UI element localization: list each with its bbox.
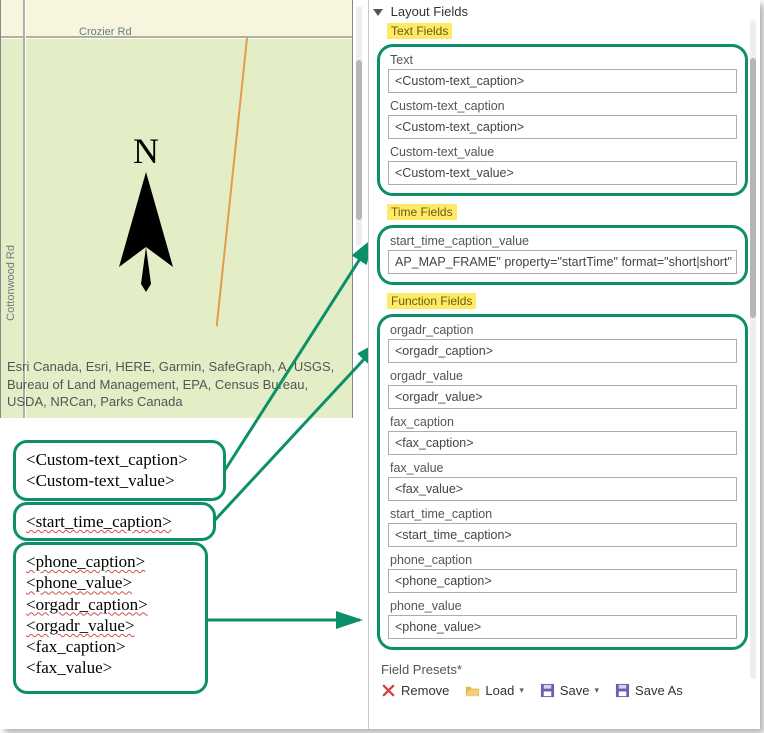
panel-section-header[interactable]: Layout Fields [369, 0, 758, 21]
field-input-start-time-caption[interactable]: <start_time_caption> [388, 523, 737, 547]
field-input-fax-caption[interactable]: <fax_caption> [388, 431, 737, 455]
field-input-orgadr-caption[interactable]: <orgadr_caption> [388, 339, 737, 363]
callout-line: <fax_caption> [26, 636, 195, 657]
section-label-time: Time Fields [387, 204, 457, 220]
save-as-button[interactable]: Save As [615, 683, 683, 698]
folder-open-icon [465, 683, 480, 698]
field-label: start_time_caption_value [388, 234, 737, 248]
field-label: start_time_caption [388, 507, 737, 521]
field-input-fax-value[interactable]: <fax_value> [388, 477, 737, 501]
save-icon [615, 683, 630, 698]
north-arrow-icon [111, 172, 181, 292]
section-label-function: Function Fields [387, 293, 476, 309]
callout-line: <start_time_caption> [26, 512, 172, 531]
field-input-start-time-caption-value[interactable]: AP_MAP_FRAME" property="startTime" forma… [388, 250, 737, 274]
save-button[interactable]: Save ▾ [540, 683, 599, 698]
callout-line: <orgadr_caption> [26, 595, 148, 614]
properties-panel: Layout Fields Text Fields Text <Custom-t… [368, 0, 758, 729]
group-text-fields: Text <Custom-text_caption> Custom-text_c… [377, 44, 748, 196]
callout-function-fields: <phone_caption> <phone_value> <orgadr_ca… [13, 542, 208, 694]
field-input-orgadr-value[interactable]: <orgadr_value> [388, 385, 737, 409]
group-function-fields: orgadr_caption <orgadr_caption> orgadr_v… [377, 314, 748, 650]
field-label: phone_caption [388, 553, 737, 567]
callout-line: <phone_caption> [26, 552, 145, 571]
field-presets-title: Field Presets* [381, 662, 746, 677]
road-label-cottonwood: Cottonwood Rd [5, 245, 17, 321]
field-label: fax_value [388, 461, 737, 475]
field-label: Text [388, 53, 737, 67]
field-input-phone-value[interactable]: <phone_value> [388, 615, 737, 639]
callout-line: <phone_value> [26, 573, 132, 592]
panel-header-label: Layout Fields [391, 4, 468, 19]
section-label-text: Text Fields [387, 23, 452, 39]
callout-text-fields: <Custom-text_caption> <Custom-text_value… [13, 440, 226, 501]
field-input-custom-text-caption[interactable]: <Custom-text_caption> [388, 115, 737, 139]
field-input-text[interactable]: <Custom-text_caption> [388, 69, 737, 93]
save-icon [540, 683, 555, 698]
field-input-custom-text-value[interactable]: <Custom-text_value> [388, 161, 737, 185]
remove-button[interactable]: Remove [381, 683, 449, 698]
field-label: orgadr_value [388, 369, 737, 383]
field-label: Custom-text_caption [388, 99, 737, 113]
callout-line: <orgadr_value> [26, 616, 135, 635]
callout-line: <Custom-text_caption> [26, 449, 213, 470]
group-time-fields: start_time_caption_value AP_MAP_FRAME" p… [377, 225, 748, 285]
map-attribution: Esri Canada, Esri, HERE, Garmin, SafeGra… [7, 358, 346, 411]
panel-scrollbar-thumb[interactable] [750, 58, 756, 318]
chevron-down-icon: ▾ [519, 685, 524, 696]
callout-line: <Custom-text_value> [26, 470, 213, 491]
chevron-down-icon: ▾ [595, 685, 600, 696]
callout-time-field: <start_time_caption> [13, 502, 216, 541]
map-preview: Crozier Rd Cottonwood Rd N Esri Canada, … [0, 0, 353, 418]
remove-icon [381, 683, 396, 698]
map-scrollbar-thumb[interactable] [356, 60, 362, 220]
north-arrow: N [86, 130, 206, 292]
callout-line: <fax_value> [26, 657, 195, 678]
load-button[interactable]: Load ▾ [465, 683, 523, 698]
field-input-phone-caption[interactable]: <phone_caption> [388, 569, 737, 593]
road-label-crozier: Crozier Rd [79, 26, 132, 38]
field-label: orgadr_caption [388, 323, 737, 337]
left-column: Crozier Rd Cottonwood Rd N Esri Canada, … [0, 0, 353, 729]
field-presets: Field Presets* Remove Load ▾ Save ▾ [369, 656, 758, 702]
north-arrow-letter: N [86, 130, 206, 172]
field-label: Custom-text_value [388, 145, 737, 159]
field-label: phone_value [388, 599, 737, 613]
field-label: fax_caption [388, 415, 737, 429]
collapse-icon [373, 9, 383, 16]
